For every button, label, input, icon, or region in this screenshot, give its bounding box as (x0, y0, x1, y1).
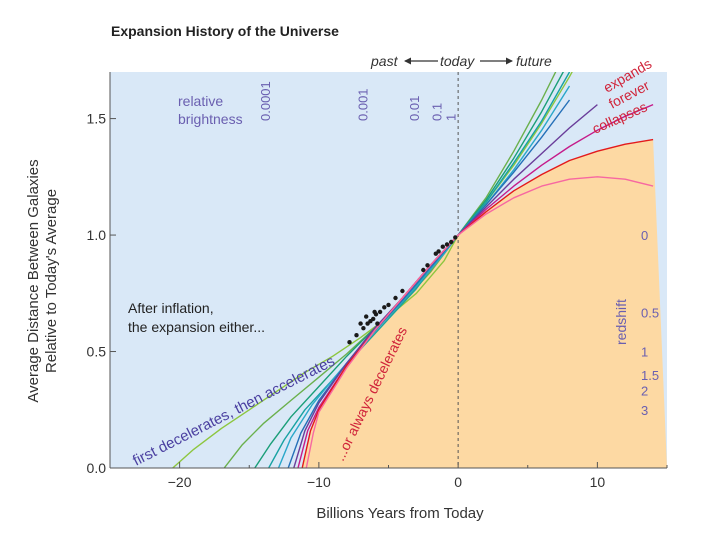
y-tick-label: 0.5 (87, 344, 107, 360)
y-tick-label: 1.0 (87, 227, 107, 243)
x-axis-label: Billions Years from Today (316, 505, 484, 522)
brightness-tick-label: 0.01 (407, 96, 422, 121)
y-axis-label: Average Distance Between GalaxiesRelativ… (25, 159, 60, 402)
data-point (372, 309, 377, 315)
data-point (444, 242, 450, 247)
data-point (364, 314, 369, 319)
data-point (440, 244, 445, 249)
time-arrow-future: future (516, 53, 552, 69)
time-arrow-past: past (370, 53, 399, 69)
after-inflation-line2: the expansion either... (128, 319, 265, 335)
time-arrow-today: today (440, 53, 475, 69)
y-tick-label: 0.0 (87, 460, 107, 476)
brightness-tick-label: 0.1 (429, 103, 444, 121)
past-arrowhead (404, 57, 411, 65)
y-axis-label-line1: Average Distance Between Galaxies (25, 159, 42, 402)
chart-title: Expansion History of the Universe (111, 23, 339, 39)
data-point (347, 340, 352, 345)
brightness-tick-label: 1 (443, 114, 458, 121)
brightness-label-line1: relative (178, 93, 223, 109)
x-tick-label: 10 (590, 474, 606, 490)
brightness-label-line2: brightness (178, 111, 243, 127)
data-point (425, 263, 430, 268)
data-point (375, 321, 380, 326)
x-tick-label: −10 (307, 474, 331, 490)
data-point (433, 251, 438, 256)
data-point (361, 326, 366, 331)
redshift-tick-label: 1.5 (641, 368, 659, 383)
redshift-tick-label: 0.5 (641, 306, 659, 321)
series-group (172, 72, 654, 468)
redshift-tick-label: 2 (641, 383, 648, 398)
redshift-tick-label: 3 (641, 403, 648, 418)
future-region (302, 139, 667, 468)
plot-regions (110, 72, 667, 468)
data-point (354, 333, 359, 338)
time-arrow: past today future (370, 53, 552, 69)
brightness-tick-label: 0.0001 (258, 81, 273, 121)
data-point (365, 321, 370, 326)
redshift-scale: redshift 0 0.5 1 1.52 3 (613, 228, 659, 418)
data-point (358, 321, 363, 326)
brightness-scale: relative brightness 0.0001 0.001 0.01 0.11 (178, 81, 458, 127)
series-accelerating-e (277, 85, 571, 468)
data-point (449, 239, 454, 245)
series-accelerating-f (287, 99, 571, 468)
y-tick-label: 1.5 (87, 111, 107, 127)
data-point (400, 288, 405, 294)
x-tick-label: −20 (168, 474, 192, 490)
series-collapsing-pink (305, 176, 654, 468)
data-point (377, 309, 383, 315)
series-accelerating-d (268, 72, 571, 468)
redshift-tick-label: 1 (641, 345, 648, 360)
x-tick-label: 0 (454, 474, 462, 490)
after-inflation-line1: After inflation, (128, 300, 214, 316)
data-point (453, 235, 458, 240)
axes: −20 −10 0 100.00.51.01.5 (87, 72, 668, 490)
future-arrowhead (506, 57, 513, 65)
data-point (421, 267, 426, 273)
data-point (393, 295, 398, 301)
brightness-tick-label: 0.001 (356, 88, 371, 121)
data-point (386, 302, 391, 308)
redshift-label: redshift (613, 299, 629, 345)
data-point (382, 305, 387, 310)
y-axis-label-line2: Relative to Today's Average (43, 189, 60, 373)
redshift-tick-label: 0 (641, 228, 648, 243)
data-points (347, 235, 458, 345)
